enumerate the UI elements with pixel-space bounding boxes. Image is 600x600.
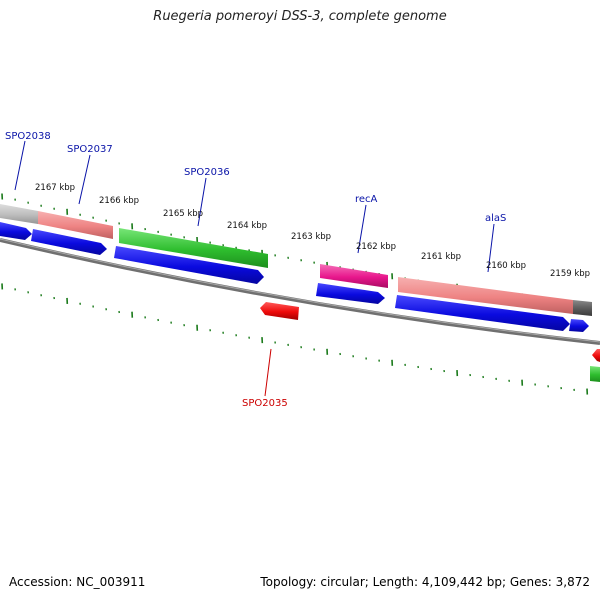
gene-spo2035-feature[interactable] [260, 302, 299, 320]
genome-backbone-highlight [0, 238, 600, 343]
kbp-label: 2164 kbp [227, 221, 267, 231]
cds-arrow[interactable] [0, 222, 32, 240]
kbp-label: 2165 kbp [163, 209, 203, 219]
gene-alas-feature[interactable] [398, 277, 573, 314]
gene-label-spo2037[interactable]: SPO2037 [67, 144, 113, 155]
gene-label-spo2036[interactable]: SPO2036 [184, 167, 230, 178]
kbp-label: 2163 kbp [291, 232, 331, 242]
gene-spo2037-feature[interactable] [38, 211, 113, 239]
cds-arrow[interactable] [569, 319, 589, 332]
gene-grey-feature[interactable] [0, 204, 38, 224]
gene-label-reca[interactable]: recA [355, 194, 378, 205]
cds-arrow[interactable] [114, 246, 264, 284]
kbp-label: 2166 kbp [99, 196, 139, 206]
rrna-arrow-green[interactable] [590, 366, 600, 382]
gene-label-alas[interactable]: alaS [485, 213, 506, 224]
kbp-label: 2162 kbp [356, 242, 396, 252]
gene-track [0, 204, 592, 316]
gene-label-spo2035[interactable]: SPO2035 [242, 398, 288, 409]
kbp-label: 2167 kbp [35, 183, 75, 193]
genome-backbone [0, 238, 600, 345]
label-leaders [14, 140, 495, 397]
gene-reca-feature[interactable] [320, 264, 388, 288]
kbp-label: 2161 kbp [421, 252, 461, 262]
topology-text: Topology: circular; Length: 4,109,442 bp… [260, 575, 590, 589]
gene-label-spo2038[interactable]: SPO2038 [5, 131, 51, 142]
gene-labels: SPO2038 SPO2037 SPO2036 recA alaS SPO203… [5, 131, 506, 409]
kbp-label: 2159 kbp [550, 269, 590, 279]
gene-dark-feature[interactable] [573, 300, 592, 316]
rrna-arrow-red[interactable] [592, 349, 600, 362]
map-title: Ruegeria pomeroyi DSS-3, complete genome [153, 9, 447, 24]
cds-arrow[interactable] [316, 283, 385, 304]
kbp-label: 2160 kbp [486, 261, 526, 271]
reverse-strand-track [260, 302, 600, 382]
kbp-labels: 2167 kbp 2166 kbp 2165 kbp 2164 kbp 2163… [35, 183, 590, 279]
accession-text: Accession: NC_003911 [9, 575, 146, 589]
kbp-tick-ring-inner [1, 283, 589, 395]
cds-arrow[interactable] [395, 295, 570, 331]
gene-spo2036-feature[interactable] [119, 228, 268, 268]
cds-arrow[interactable] [31, 229, 107, 255]
cds-track [0, 222, 589, 332]
